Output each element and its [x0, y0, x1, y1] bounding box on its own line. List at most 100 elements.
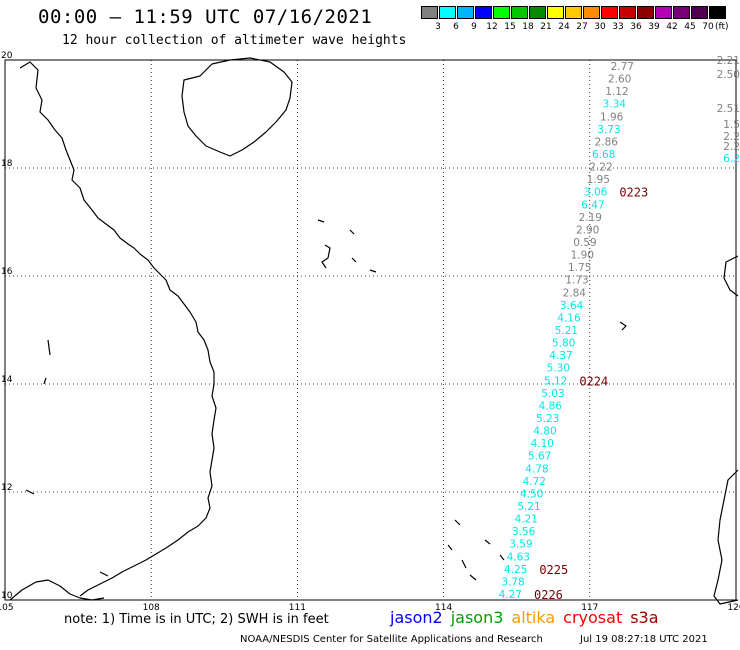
legend-swatch	[583, 6, 600, 19]
wave-height-value: 4.10	[531, 438, 554, 450]
wave-height-value: 3.06	[584, 187, 608, 199]
legend-unit: (ft)	[715, 22, 729, 32]
legend-label: 27	[576, 22, 588, 32]
x-tick-label: 120	[727, 603, 740, 613]
legend-label: 3	[435, 22, 441, 32]
axis-ticks: 105 108 111 114 117 120 20 18 16 14 12 10	[0, 51, 740, 613]
credit-text: NOAA/NESDIS Center for Satellite Applica…	[240, 634, 543, 645]
legend-label: 30	[594, 22, 606, 32]
wave-height-value: 2.86	[595, 136, 619, 148]
wave-height-value: 4.21	[515, 514, 538, 526]
wave-height-value: 0.59	[573, 237, 596, 249]
satellite-name: cryosat	[563, 608, 623, 627]
legend-swatch	[493, 6, 510, 19]
vietnam-coastline	[19, 61, 217, 597]
legend-swatch	[601, 6, 618, 19]
edge-wave-value: 2.2	[723, 141, 740, 153]
y-tick-label: 10	[1, 591, 13, 601]
altimeter-track: 2.772.601.123.341.963.732.866.682.221.95…	[499, 61, 649, 602]
x-tick-label: 117	[581, 603, 598, 613]
wave-height-value: 6.68	[592, 149, 615, 161]
legend-label: 12	[486, 22, 498, 32]
wave-height-value: 1.90	[571, 250, 594, 262]
wave-height-value: 1.12	[605, 86, 628, 98]
wave-height-value: 4.27	[499, 589, 522, 601]
lat-lon-grid	[4, 59, 737, 601]
legend-swatch	[529, 6, 546, 19]
edge-wave-value: 2.21	[717, 55, 740, 67]
wave-height-value: 4.25	[504, 564, 527, 576]
legend-label: 21	[540, 22, 552, 32]
legend-swatch	[709, 6, 726, 19]
legend-swatch	[565, 6, 582, 19]
wave-height-value: 1.96	[600, 111, 624, 123]
wave-height-value: 2.84	[563, 287, 587, 299]
edge-wave-value: 2.51	[717, 103, 740, 115]
satellite-name: jason3	[450, 608, 504, 627]
islet	[619, 321, 627, 331]
wave-height-value: 3.56	[512, 526, 536, 538]
legend-swatch	[637, 6, 654, 19]
legend-label: 39	[648, 22, 660, 32]
footer-note: note: 1) Time is in UTC; 2) SWH is in fe…	[64, 612, 329, 627]
wave-height-value: 5.30	[547, 363, 570, 375]
wave-height-value: 4.63	[507, 551, 530, 563]
edge-wave-value: 1.5	[723, 119, 740, 131]
wave-height-value: 6.47	[581, 199, 604, 211]
wave-height-value: 5.12	[544, 375, 567, 387]
legend-label: 18	[522, 22, 534, 32]
legend-label: 9	[471, 22, 477, 32]
legend-label: 6	[453, 22, 459, 32]
spratly-islands	[447, 519, 505, 581]
y-tick-label: 14	[1, 375, 13, 385]
y-tick-label: 18	[1, 159, 13, 169]
timestamp: Jul 19 08:27:18 UTC 2021	[580, 634, 708, 645]
wave-height-value: 4.50	[520, 488, 543, 500]
wave-height-value: 3.73	[597, 124, 620, 136]
wave-height-value: 5.80	[552, 338, 575, 350]
gulf-coastline	[9, 579, 105, 601]
map-title: 00:00 — 11:59 UTC 07/16/2021	[38, 6, 373, 28]
edge-wave-value: 2.2	[723, 131, 740, 143]
wave-height-value: 5.21	[555, 325, 578, 337]
legend-swatch	[511, 6, 528, 19]
legend-swatch	[655, 6, 672, 19]
y-tick-label: 16	[1, 267, 13, 277]
satellite-name: jason2	[390, 608, 443, 627]
legend-swatch	[475, 6, 492, 19]
wave-height-value: 2.22	[589, 162, 612, 174]
legend-swatch	[691, 6, 708, 19]
legend-swatch	[421, 6, 438, 19]
pass-label: 0226	[534, 588, 563, 602]
wave-height-value: 1.75	[568, 262, 591, 274]
legend-swatch	[457, 6, 474, 19]
satellite-legend: jason2 jason3 altika cryosat s3a	[390, 608, 667, 627]
wave-height-value: 1.73	[565, 275, 588, 287]
wave-height-value: 3.34	[603, 99, 627, 111]
legend-swatch	[619, 6, 636, 19]
x-tick-label: 105	[0, 603, 14, 613]
legend-label: 70	[702, 22, 714, 32]
edge-wave-value: 6.2	[723, 153, 740, 165]
x-tick-label: 111	[289, 603, 306, 613]
pass-label: 0224	[579, 374, 608, 388]
coastline	[9, 57, 739, 605]
philippines-coastline	[713, 255, 739, 605]
satellite-name: altika	[511, 608, 556, 627]
x-tick-label: 108	[143, 603, 160, 613]
wave-height-value: 4.16	[557, 312, 581, 324]
wave-height-value: 4.78	[525, 463, 548, 475]
wave-height-value: 3.59	[509, 539, 532, 551]
y-tick-label: 12	[1, 483, 12, 493]
satellite-name: s3a	[630, 608, 659, 627]
wave-height-value: 5.03	[541, 388, 564, 400]
y-tick-label: 20	[1, 51, 13, 61]
legend-label: 42	[666, 22, 678, 32]
wave-height-value: 1.95	[587, 174, 610, 186]
wave-height-value: 5.67	[528, 451, 551, 463]
wave-height-value: 3.64	[560, 300, 584, 312]
wave-height-value: 4.80	[533, 426, 556, 438]
wave-height-value: 4.86	[539, 400, 563, 412]
wave-height-value: 4.72	[523, 476, 546, 488]
